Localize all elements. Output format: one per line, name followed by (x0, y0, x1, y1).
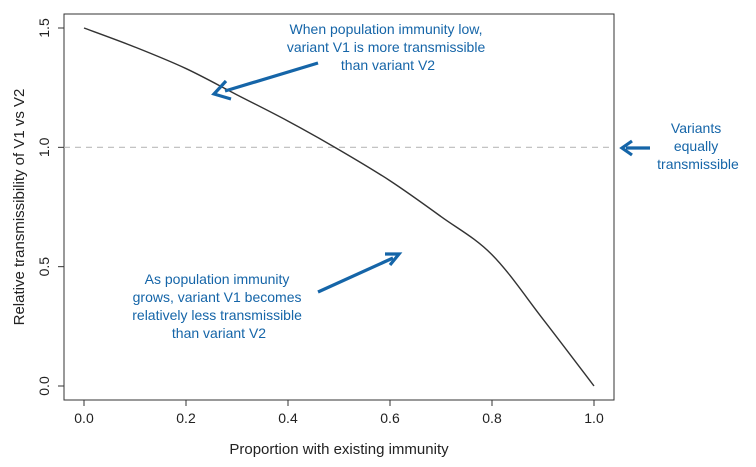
annotation-immunity-grows: As population immunity grows, variant V1… (132, 271, 306, 341)
arrow-to-curve-lower (317, 252, 403, 294)
x-tick-label-1: 0.2 (176, 410, 196, 426)
y-tick-label-3: 1.5 (36, 18, 52, 38)
x-tick-label-2: 0.4 (278, 410, 298, 426)
y-axis-title: Relative transmissibility of V1 vs V2 (11, 89, 28, 326)
annotation-equal-transmissibility: Variants equally transmissible (657, 120, 739, 172)
arrow-to-curve-upper (211, 61, 319, 101)
arrow-to-reference-line (619, 139, 650, 157)
x-tick-label-0: 0.0 (74, 410, 94, 426)
x-tick-label-4: 0.8 (482, 410, 502, 426)
x-axis: 0.0 0.2 0.4 0.6 0.8 1.0 (74, 400, 604, 426)
x-tick-label-3: 0.6 (380, 410, 400, 426)
y-tick-label-2: 1.0 (36, 137, 52, 157)
annotation-low-immunity: When population immunity low, variant V1… (287, 21, 489, 73)
y-tick-label-0: 0.0 (36, 376, 52, 396)
y-tick-label-1: 0.5 (36, 257, 52, 277)
transmissibility-curve (83, 27, 595, 387)
plot-frame (63, 13, 615, 401)
y-axis: 0.0 0.5 1.0 1.5 (36, 18, 64, 396)
x-axis-title: Proportion with existing immunity (229, 441, 449, 458)
x-tick-label-5: 1.0 (584, 410, 604, 426)
